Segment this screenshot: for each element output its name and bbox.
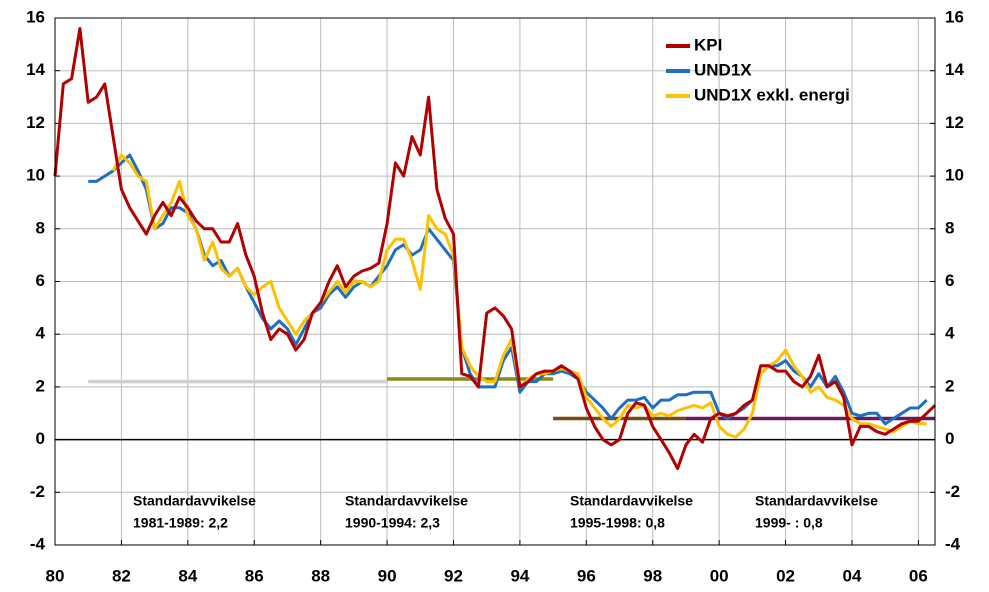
x-tick-label: 00: [710, 566, 729, 585]
annotation: 1990-1994: 2,3: [345, 515, 440, 531]
x-tick-label: 82: [112, 566, 131, 585]
annotation: 1995-1998: 0,8: [570, 515, 665, 531]
y-tick-label: 12: [26, 113, 45, 132]
plot-frame: [54, 17, 936, 546]
x-tick-label: 84: [178, 566, 197, 585]
x-tick-label: 90: [378, 566, 397, 585]
y-tick-label: 14: [26, 60, 45, 79]
x-tick-label: 94: [510, 566, 529, 585]
annotation: Standardavvikelse: [345, 493, 468, 509]
series-line: [53, 27, 937, 471]
y2-tick-label: 12: [945, 113, 964, 132]
x-tick-label: 96: [577, 566, 596, 585]
y2-tick-label: -4: [945, 534, 961, 553]
annotation: Standardavvikelse: [133, 493, 256, 509]
annotation: 1999- : 0,8: [755, 515, 823, 531]
y-tick-label: -4: [30, 534, 46, 553]
y-tick-label: 0: [36, 429, 45, 448]
annotation: Standardavvikelse: [570, 493, 693, 509]
y-tick-label: 6: [36, 271, 45, 290]
y2-tick-label: 6: [945, 271, 954, 290]
y2-tick-label: 14: [945, 60, 964, 79]
x-tick-label: 86: [245, 566, 264, 585]
legend-label: UND1X: [694, 60, 752, 79]
x-tick-label: 80: [46, 566, 65, 585]
y2-tick-label: 2: [945, 376, 954, 395]
y-tick-label: 10: [26, 166, 45, 185]
x-tick-label: 88: [311, 566, 330, 585]
y-tick-label: 2: [36, 376, 45, 395]
series-line: [88, 153, 928, 426]
annotation: Standardavvikelse: [755, 493, 878, 509]
legend-label: KPI: [694, 35, 722, 54]
y2-tick-label: 16: [945, 7, 964, 26]
y-tick-label: 16: [26, 7, 45, 26]
x-tick-label: 02: [776, 566, 795, 585]
x-tick-label: 06: [909, 566, 928, 585]
y-tick-label: 8: [36, 218, 45, 237]
y-tick-label: 4: [36, 324, 46, 343]
legend-label: UND1X exkl. energi: [694, 85, 850, 104]
y2-tick-label: 0: [945, 429, 954, 448]
annotation: 1981-1989: 2,2: [133, 515, 228, 531]
x-tick-label: 98: [643, 566, 662, 585]
y2-tick-label: -2: [945, 482, 960, 501]
y2-tick-label: 4: [945, 324, 955, 343]
y2-tick-label: 8: [945, 218, 954, 237]
x-tick-label: 92: [444, 566, 463, 585]
y-tick-label: -2: [30, 482, 45, 501]
y2-tick-label: 10: [945, 166, 964, 185]
x-tick-label: 04: [843, 566, 862, 585]
